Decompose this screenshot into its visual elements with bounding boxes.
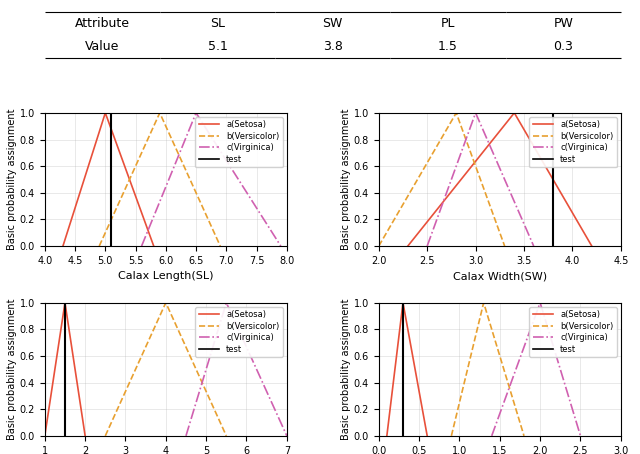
Legend: a(Setosa), b(Versicolor), c(Virginica), test: a(Setosa), b(Versicolor), c(Virginica), … <box>195 117 283 167</box>
Legend: a(Setosa), b(Versicolor), c(Virginica), test: a(Setosa), b(Versicolor), c(Virginica), … <box>195 307 283 357</box>
Legend: a(Setosa), b(Versicolor), c(Virginica), test: a(Setosa), b(Versicolor), c(Virginica), … <box>529 117 616 167</box>
Y-axis label: Basic probability assignment: Basic probability assignment <box>7 299 17 440</box>
Y-axis label: Basic probability assignment: Basic probability assignment <box>341 109 351 250</box>
X-axis label: Calax Width(SW): Calax Width(SW) <box>452 271 547 281</box>
Y-axis label: Basic probability assignment: Basic probability assignment <box>341 299 351 440</box>
Legend: a(Setosa), b(Versicolor), c(Virginica), test: a(Setosa), b(Versicolor), c(Virginica), … <box>529 307 616 357</box>
X-axis label: Calax Length(SL): Calax Length(SL) <box>118 271 214 281</box>
Y-axis label: Basic probability assignment: Basic probability assignment <box>7 109 17 250</box>
